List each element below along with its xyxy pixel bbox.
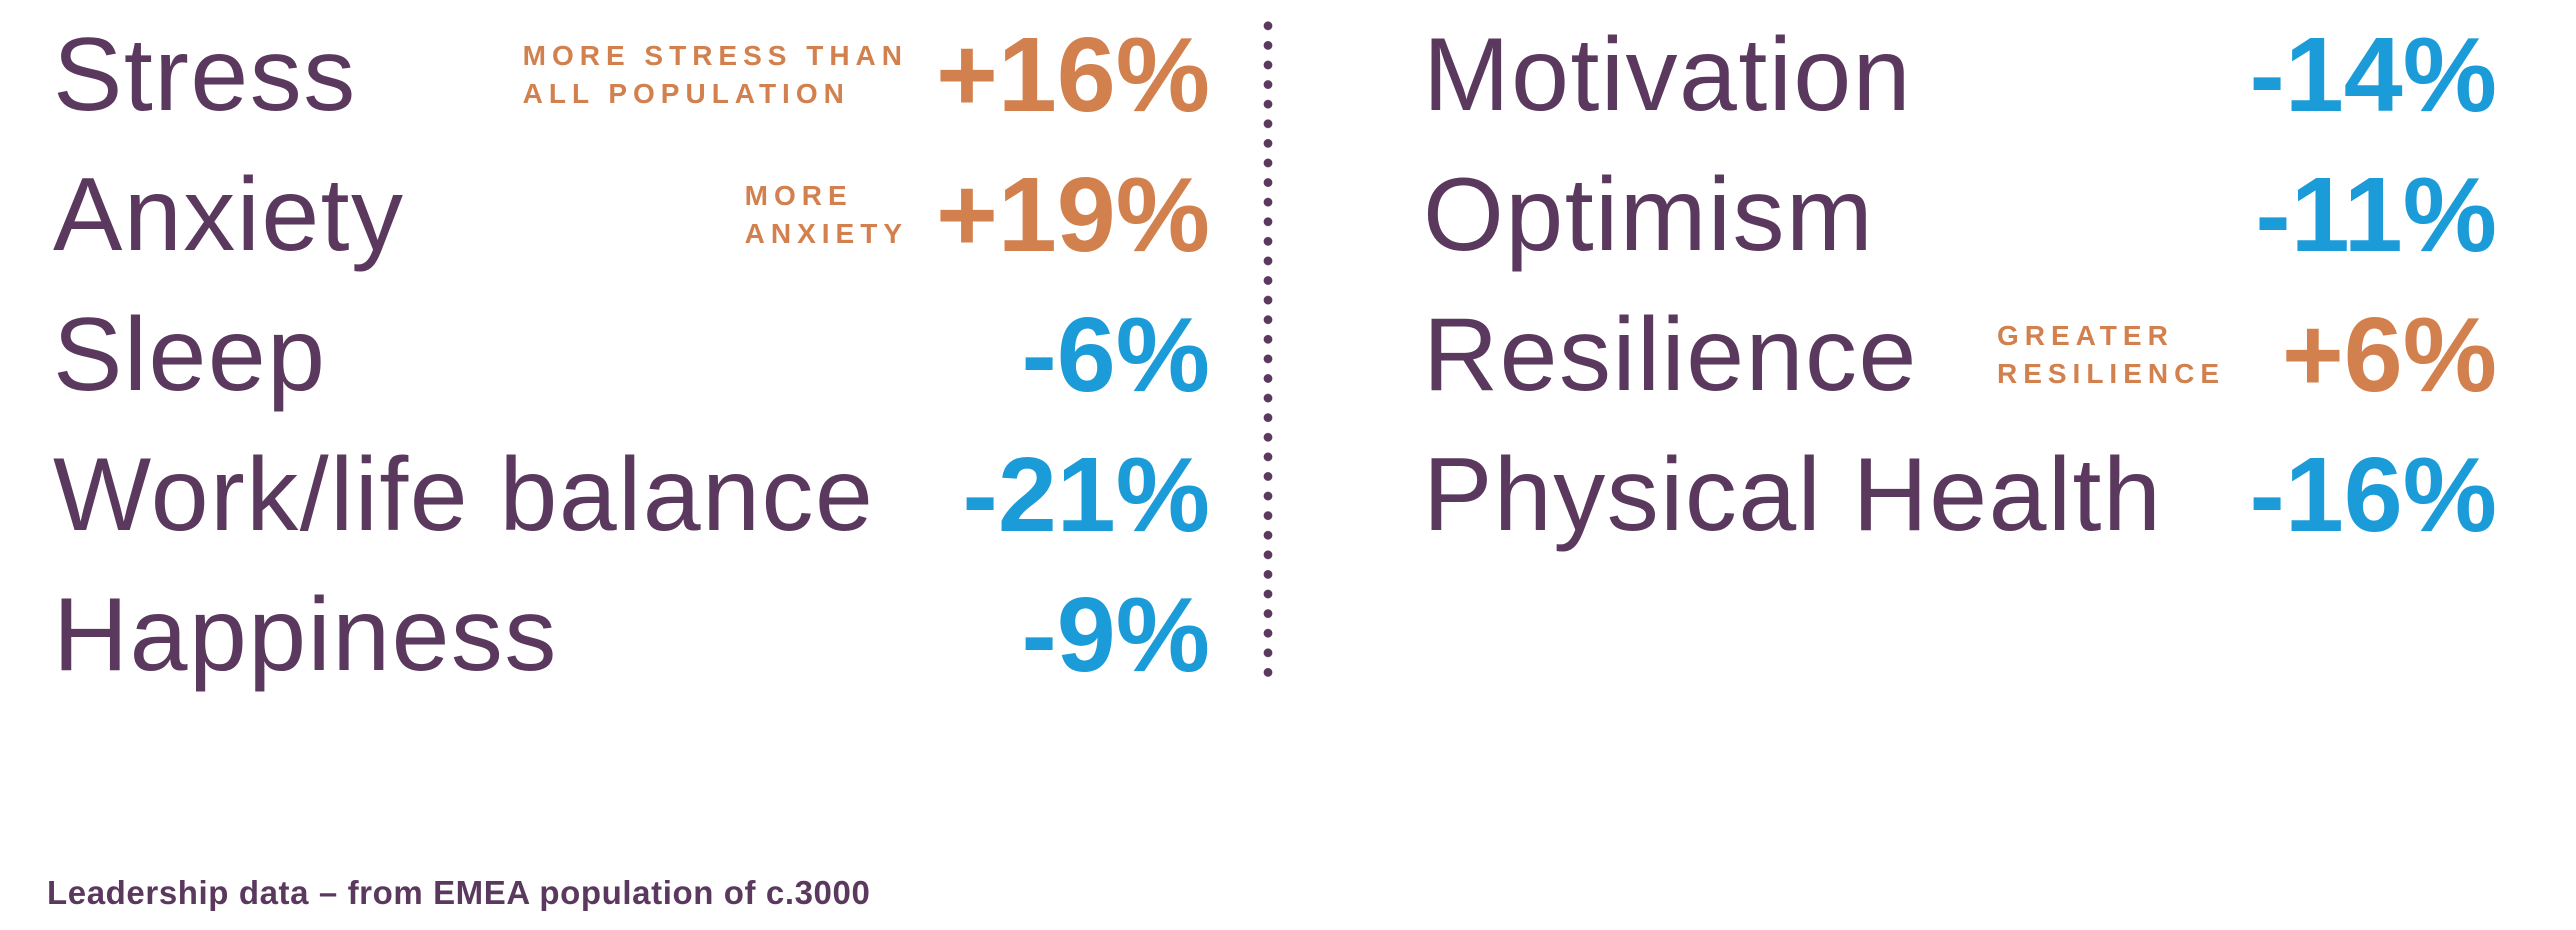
- metric-row-work-life-balance: Work/life balance -21%: [53, 425, 1210, 565]
- metric-value: +16%: [935, 16, 1210, 134]
- metric-label: Sleep: [53, 297, 327, 413]
- metric-row-optimism: Optimism -11%: [1423, 145, 2497, 285]
- annotation-line: ANXIETY: [744, 218, 908, 249]
- metric-value: -11%: [2255, 156, 2497, 274]
- metric-label: Motivation: [1423, 17, 1912, 133]
- metric-row-motivation: Motivation -14%: [1423, 5, 2497, 145]
- annotation-line: ALL POPULATION: [522, 78, 850, 109]
- metric-value: -14%: [2249, 16, 2497, 134]
- metric-label: Work/life balance: [53, 437, 875, 553]
- dotted-divider: [1263, 16, 1273, 682]
- metric-label: Anxiety: [53, 157, 405, 273]
- metric-value: -16%: [2249, 436, 2497, 554]
- metric-value: -9%: [1021, 576, 1210, 694]
- metric-label: Optimism: [1423, 157, 1875, 273]
- metric-row-resilience: Resilience GREATER RESILIENCE +6%: [1423, 285, 2497, 425]
- metric-value: +19%: [935, 156, 1210, 274]
- metric-label: Stress: [53, 17, 357, 133]
- metric-row-sleep: Sleep -6%: [53, 285, 1210, 425]
- annotation-line: MORE STRESS THAN: [522, 40, 908, 71]
- annotation-line: RESILIENCE: [1996, 358, 2225, 389]
- metric-label: Happiness: [53, 577, 558, 693]
- metric-annotation: MORE ANXIETY: [745, 177, 908, 253]
- metric-row-physical-health: Physical Health -16%: [1423, 425, 2497, 565]
- metric-value: -21%: [962, 436, 1210, 554]
- annotation-line: GREATER: [1996, 320, 2174, 351]
- metric-annotation: MORE STRESS THAN ALL POPULATION: [523, 37, 908, 113]
- metric-label: Resilience: [1423, 297, 1918, 413]
- metric-annotation: GREATER RESILIENCE: [1997, 317, 2225, 393]
- metric-row-happiness: Happiness -9%: [53, 565, 1210, 705]
- metric-value: +6%: [2281, 296, 2497, 414]
- metric-value: -6%: [1021, 296, 1210, 414]
- metric-label: Physical Health: [1423, 437, 2163, 553]
- footer-note: Leadership data – from EMEA population o…: [47, 874, 871, 911]
- metric-row-stress: Stress MORE STRESS THAN ALL POPULATION +…: [53, 5, 1210, 145]
- metric-row-anxiety: Anxiety MORE ANXIETY +19%: [53, 145, 1210, 285]
- annotation-line: MORE: [744, 180, 853, 211]
